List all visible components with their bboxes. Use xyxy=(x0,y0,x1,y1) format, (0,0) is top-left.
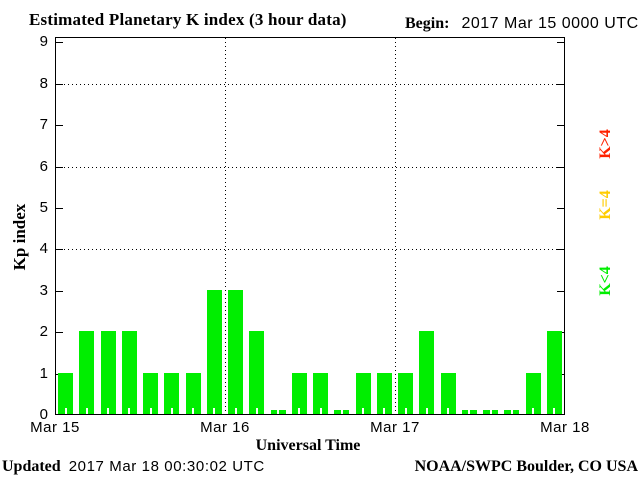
kp-bar xyxy=(228,289,243,414)
begin-label: Begin: xyxy=(405,15,450,32)
kp-bar xyxy=(79,331,95,414)
y-tick-label: 2 xyxy=(39,323,48,341)
y-tick-left xyxy=(56,125,63,127)
y-tick-label: 6 xyxy=(39,157,48,175)
x-minor-tick xyxy=(340,408,343,414)
x-minor-tick xyxy=(298,408,301,414)
y-tick-label: 5 xyxy=(39,199,48,216)
x-minor-tick xyxy=(489,408,492,414)
gridline-horizontal xyxy=(56,83,564,85)
x-minor-tick xyxy=(447,408,450,414)
gridline-horizontal xyxy=(56,249,564,251)
credit-text: NOAA/SWPC Boulder, CO USA xyxy=(414,458,638,475)
begin-value: 2017 Mar 15 0000 UTC xyxy=(461,15,639,32)
kp-bar xyxy=(185,372,201,414)
updated-label: Updated xyxy=(2,458,61,475)
gridline-vertical xyxy=(395,38,396,414)
y-tick-right xyxy=(557,83,564,85)
x-minor-tick xyxy=(277,408,280,414)
begin-annotation: Begin: 2017 Mar 15 0000 UTC xyxy=(405,15,639,33)
x-minor-tick xyxy=(553,408,556,414)
kp-bar xyxy=(355,372,371,414)
y-tick-label: 7 xyxy=(39,116,48,134)
y-tick-right xyxy=(557,290,564,292)
x-tick-label: Mar 18 xyxy=(540,419,590,436)
y-tick-left xyxy=(56,166,63,168)
kp-bar xyxy=(249,331,265,414)
kp-bar xyxy=(525,372,541,414)
kp-bar xyxy=(58,372,73,414)
kp-bar xyxy=(164,372,180,414)
x-tick-label: Mar 15 xyxy=(30,419,80,436)
kp-bar xyxy=(143,372,158,414)
x-minor-tick xyxy=(85,408,88,414)
kp-bar xyxy=(546,331,562,414)
x-tick-label: Mar 16 xyxy=(200,419,250,436)
y-tick-left xyxy=(56,249,63,251)
y-tick-left xyxy=(56,42,63,44)
x-minor-tick xyxy=(404,408,407,414)
y-tick-right xyxy=(557,249,564,251)
kp-bar xyxy=(206,289,222,414)
y-tick-right xyxy=(557,166,564,168)
y-tick-label: 4 xyxy=(39,240,48,258)
x-minor-tick xyxy=(510,408,513,414)
x-minor-tick xyxy=(192,408,195,414)
kp-bar xyxy=(100,331,116,414)
y-tick-left xyxy=(56,290,63,292)
x-minor-tick xyxy=(383,408,386,414)
x-minor-tick xyxy=(128,408,131,414)
x-tick-label: Mar 17 xyxy=(370,419,420,436)
y-tick-label: 0 xyxy=(39,406,48,423)
updated-annotation: Updated 2017 Mar 18 00:30:02 UTC xyxy=(2,458,265,476)
x-minor-tick xyxy=(468,408,471,414)
x-axis-title: Universal Time xyxy=(255,437,361,454)
x-minor-tick xyxy=(149,408,152,414)
x-minor-tick xyxy=(362,408,365,414)
x-minor-tick xyxy=(425,408,428,414)
y-tick-label: 3 xyxy=(39,281,48,299)
kp-bar xyxy=(376,372,392,414)
kp-bar xyxy=(419,331,435,414)
legend-label: K<4 xyxy=(597,266,614,296)
kp-bar xyxy=(398,372,413,414)
x-minor-tick xyxy=(532,408,535,414)
y-tick-label: 1 xyxy=(39,364,48,382)
y-tick-left xyxy=(56,332,63,334)
y-tick-left xyxy=(56,208,63,209)
kp-bar xyxy=(291,372,307,414)
kp-bar xyxy=(313,372,328,414)
updated-value: 2017 Mar 18 00:30:02 UTC xyxy=(68,458,265,475)
chart-title: Estimated Planetary K index (3 hour data… xyxy=(29,10,347,29)
kp-bar xyxy=(121,331,137,414)
y-tick-right xyxy=(557,125,564,127)
y-tick-left xyxy=(56,83,63,85)
gridline-vertical xyxy=(225,38,226,414)
legend-label: K=4 xyxy=(597,190,614,220)
x-minor-tick xyxy=(255,408,258,414)
y-tick-label: 9 xyxy=(39,33,48,51)
kp-bar xyxy=(440,372,456,414)
x-minor-tick xyxy=(107,408,110,414)
x-minor-tick xyxy=(319,408,322,414)
x-minor-tick xyxy=(64,408,67,414)
y-tick-right xyxy=(557,208,564,209)
x-minor-tick xyxy=(170,408,173,414)
x-minor-tick xyxy=(213,408,216,414)
x-minor-tick xyxy=(234,408,237,414)
y-tick-label: 8 xyxy=(39,74,48,92)
y-tick-right xyxy=(557,42,564,44)
plot-area xyxy=(55,37,565,415)
gridline-horizontal xyxy=(56,166,564,168)
